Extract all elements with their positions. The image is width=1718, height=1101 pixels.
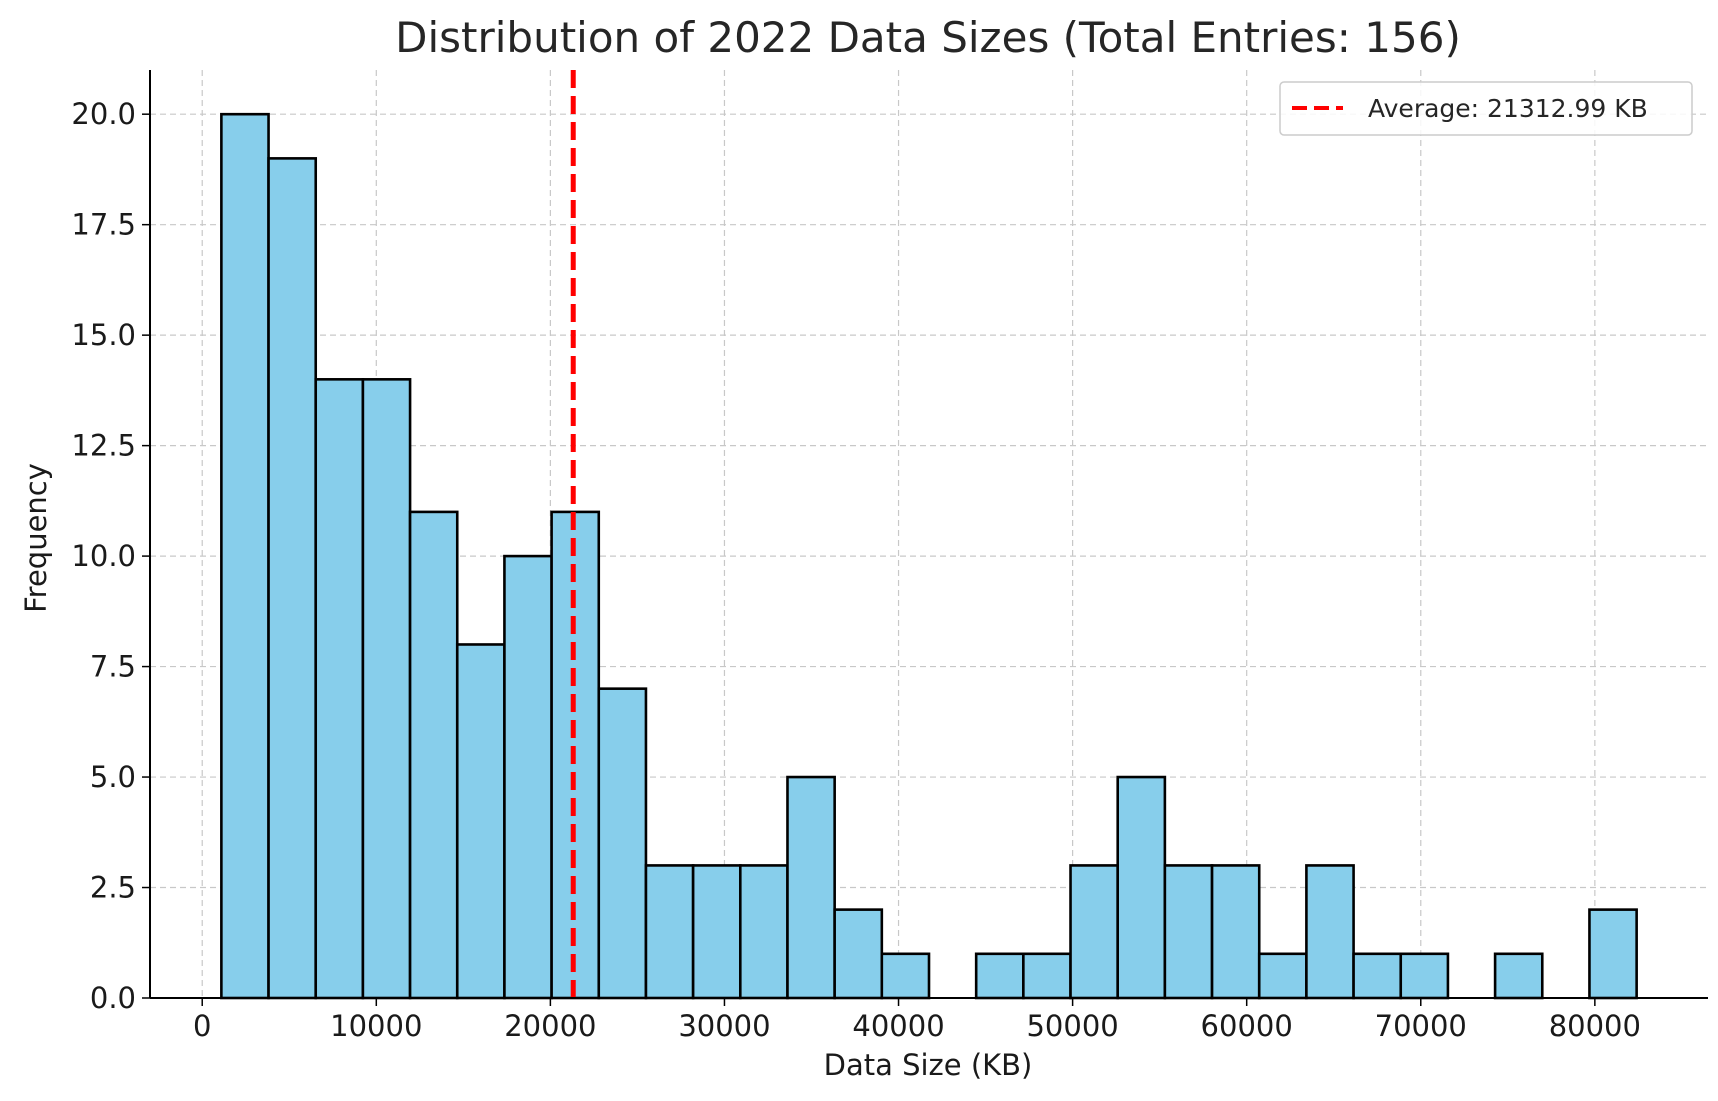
- histogram-bar: [1069, 864, 1120, 1000]
- y-tick-label: 15.0: [71, 318, 136, 352]
- histogram-bar: [220, 112, 270, 1000]
- histogram-bar: [644, 864, 695, 1000]
- histogram-bar: [1493, 952, 1544, 1000]
- histogram-bar: [1588, 908, 1638, 1000]
- y-tick-label: 2.5: [90, 871, 136, 905]
- x-tick-label: 50000: [1026, 1009, 1118, 1043]
- y-tick-label: 0.0: [90, 981, 136, 1015]
- histogram-bar: [1210, 864, 1261, 1000]
- x-tick-label: 0: [193, 1009, 211, 1043]
- legend-average-label: Average: 21312.99 KB: [1368, 94, 1648, 123]
- histogram-bar: [267, 157, 318, 1000]
- histogram-bar: [408, 510, 459, 1000]
- x-tick-label: 80000: [1549, 1009, 1641, 1043]
- y-axis-title: Frequency: [19, 463, 53, 613]
- y-tick-label: 7.5: [90, 650, 136, 684]
- x-tick-label: 20000: [504, 1009, 596, 1043]
- x-axis-title: Data Size (KB): [824, 1048, 1033, 1082]
- histogram-bar: [1116, 775, 1167, 1000]
- y-tick-label: 20.0: [71, 97, 136, 131]
- legend-box: [1279, 81, 1693, 136]
- histogram-bar: [833, 908, 884, 1000]
- legend: Average: 21312.99 KB: [1279, 81, 1693, 136]
- histogram-bar: [1257, 952, 1308, 1000]
- histogram-bar: [786, 775, 836, 1000]
- histogram-bar: [974, 952, 1025, 1000]
- histogram-bar: [738, 864, 789, 1000]
- histogram-bar: [597, 687, 648, 1000]
- x-tick-label: 40000: [852, 1009, 944, 1043]
- y-tick-label: 17.5: [71, 208, 136, 242]
- y-tick-label: 10.0: [71, 539, 136, 573]
- histogram-bar: [1022, 952, 1072, 1000]
- x-tick-label: 10000: [330, 1009, 422, 1043]
- x-tick-label: 70000: [1375, 1009, 1467, 1043]
- histogram-bar: [314, 378, 365, 1000]
- chart-title: Distribution of 2022 Data Sizes (Total E…: [395, 13, 1461, 62]
- x-tick-label: 60000: [1201, 1009, 1293, 1043]
- tick-labels: 0 10000 20000 30000 40000 50000 60000 70000 8000…: [71, 97, 1641, 1043]
- histogram-bar: [361, 378, 412, 1000]
- histogram-bar: [1352, 952, 1403, 1000]
- histogram-bar: [880, 952, 931, 1000]
- histogram-bar: [691, 864, 742, 1000]
- histogram-bar: [455, 643, 506, 1000]
- grid-lines: [150, 70, 1708, 999]
- histogram-bar: [1305, 864, 1355, 1000]
- histogram-bar: [503, 554, 553, 1000]
- x-tick-label: 30000: [678, 1009, 770, 1043]
- y-tick-label: 12.5: [71, 429, 136, 463]
- histogram-bar: [1163, 864, 1214, 1000]
- y-tick-label: 5.0: [90, 760, 136, 794]
- histogram-bars: [220, 112, 1638, 1000]
- histogram-bar: [1399, 952, 1450, 1000]
